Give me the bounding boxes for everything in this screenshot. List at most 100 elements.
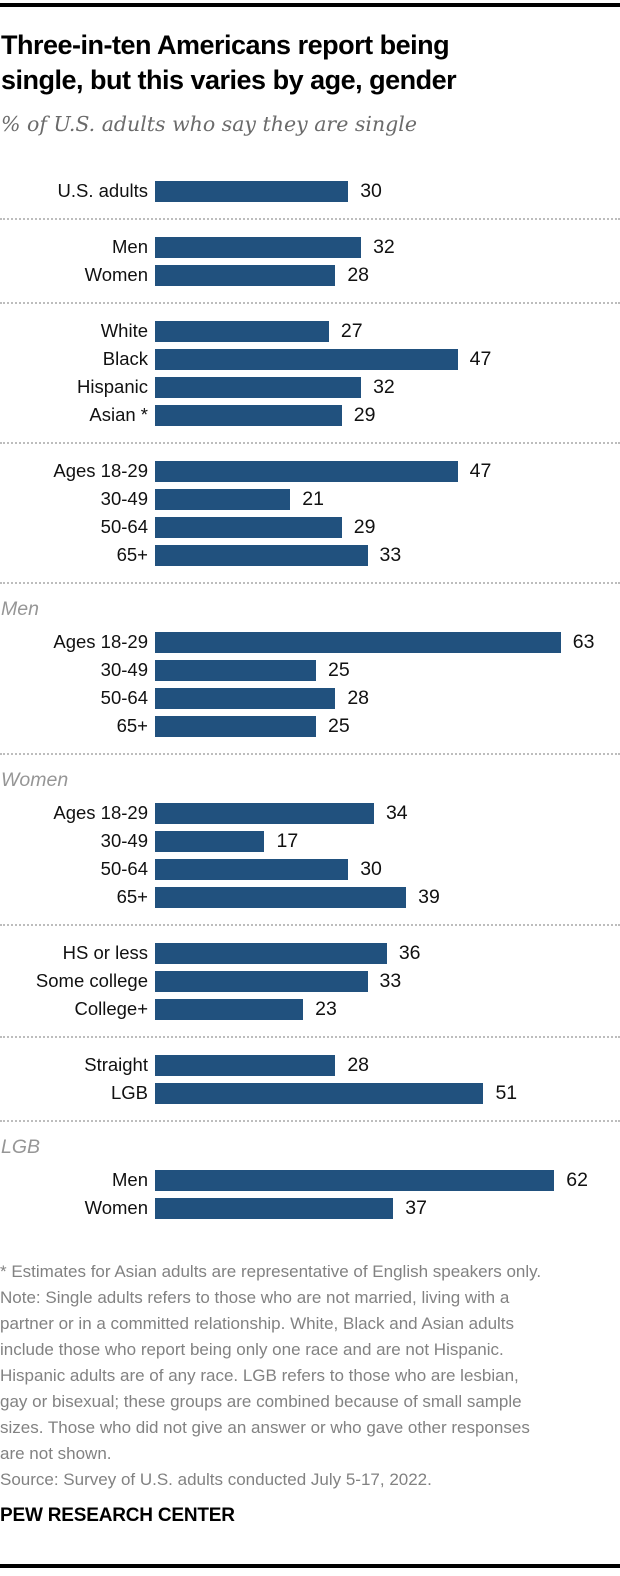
value-label: 51 <box>495 1081 518 1104</box>
bar-group: Ages 18-29 47 30-49 21 50-64 29 65+ 33 <box>0 442 620 582</box>
category-label: U.S. adults <box>57 180 149 202</box>
value-label: 21 <box>302 487 324 510</box>
category-label: Women <box>84 264 148 286</box>
category-label: Ages 18-29 <box>53 460 148 482</box>
bar-group: U.S. adults 30 <box>0 177 620 218</box>
bar <box>155 687 336 709</box>
bar <box>155 858 349 880</box>
value-label: 33 <box>379 969 402 992</box>
bar <box>155 180 349 202</box>
category-label: Men <box>112 236 148 258</box>
value-label: 29 <box>353 515 376 538</box>
value-label: 47 <box>469 459 492 482</box>
bar <box>155 404 342 426</box>
bar-row: 30-49 17 <box>0 827 620 855</box>
group-header: Women <box>1 769 69 792</box>
group-header: LGB <box>1 1136 41 1159</box>
category-label: 50-64 <box>100 687 148 709</box>
bar-row: U.S. adults 30 <box>0 177 620 205</box>
bar-row: 65+ 25 <box>0 712 620 740</box>
bar-row: Ages 18-29 47 <box>0 457 620 485</box>
bar-group: HS or less 36 Some college 33 College+ 23 <box>0 924 620 1036</box>
bar <box>155 1082 484 1104</box>
bar <box>155 830 265 852</box>
bar <box>155 998 304 1020</box>
bar-group: Straight 28 LGB 51 <box>0 1036 620 1120</box>
bar-row: HS or less 36 <box>0 939 620 967</box>
bar-row: Asian * 29 <box>0 401 620 429</box>
source-note: Source: Survey of U.S. adults conducted … <box>0 1470 432 1490</box>
value-label: 39 <box>418 885 440 908</box>
bar-group: Men 32 Women 28 <box>0 218 620 302</box>
bar <box>155 376 362 398</box>
bar-group: Women Ages 18-29 34 30-49 17 50-64 30 65+ 39 <box>0 753 620 924</box>
value-label: 34 <box>385 801 408 824</box>
value-label: 32 <box>373 235 395 258</box>
category-label: Asian * <box>89 404 148 426</box>
value-label: 25 <box>328 658 350 681</box>
bar <box>155 1197 394 1219</box>
category-label: Black <box>102 348 148 370</box>
bar-group: Men Ages 18-29 63 30-49 25 50-64 28 65+ 25 <box>0 582 620 753</box>
value-label: 33 <box>379 543 402 566</box>
chart-subtitle: % of U.S. adults who say they are single <box>1 112 417 137</box>
value-label: 29 <box>353 403 376 426</box>
bar-row: 50-64 29 <box>0 513 620 541</box>
bar <box>155 802 374 824</box>
bar <box>155 320 329 342</box>
chart-footer: * Estimates for Asian adults are represe… <box>0 1259 548 1527</box>
bar <box>155 544 368 566</box>
category-label: College+ <box>74 998 148 1020</box>
bar <box>155 488 291 510</box>
value-label: 25 <box>328 714 350 737</box>
bar-row: Ages 18-29 34 <box>0 799 620 827</box>
branding-pew-research-center: PEW RESEARCH CENTER <box>0 1505 235 1527</box>
bar-row: 65+ 33 <box>0 541 620 569</box>
category-label: 30-49 <box>100 830 148 852</box>
value-label: 32 <box>373 375 395 398</box>
bar <box>155 348 458 370</box>
group-header: Men <box>1 598 39 621</box>
value-label: 36 <box>398 941 421 964</box>
category-label: HS or less <box>62 942 148 964</box>
bar-row: Hispanic 32 <box>0 373 620 401</box>
bar-row: 65+ 39 <box>0 883 620 911</box>
bar-row: Black 47 <box>0 345 620 373</box>
top-divider <box>0 3 620 7</box>
bar <box>155 516 342 538</box>
value-label: 30 <box>360 857 382 880</box>
bar <box>155 970 368 992</box>
bar-row: Women 37 <box>0 1194 620 1222</box>
bar-row: Women 28 <box>0 261 620 289</box>
category-label: White <box>100 320 148 342</box>
value-label: 23 <box>315 997 337 1020</box>
asterisk-note: * Estimates for Asian adults are represe… <box>0 1262 542 1282</box>
value-label: 27 <box>340 319 363 342</box>
bar-row: Ages 18-29 63 <box>0 628 620 656</box>
category-label: 65+ <box>116 886 148 908</box>
category-label: Hispanic <box>77 376 148 398</box>
bar-group: LGB Men 62 Women 37 <box>0 1120 620 1235</box>
chart-title: Three-in-ten Americans report being sing… <box>1 30 457 95</box>
bar-row: 50-64 30 <box>0 855 620 883</box>
category-label: 65+ <box>116 544 148 566</box>
bar <box>155 1169 555 1191</box>
category-label: 30-49 <box>100 659 148 681</box>
bar-row: LGB 51 <box>0 1079 620 1107</box>
bar-row: College+ 23 <box>0 995 620 1023</box>
category-label: Ages 18-29 <box>53 631 148 653</box>
value-label: 63 <box>572 630 595 653</box>
bar <box>155 942 387 964</box>
category-label: 50-64 <box>100 858 148 880</box>
category-label: Some college <box>35 970 148 992</box>
bar-row: Men 32 <box>0 233 620 261</box>
methodology-note: Note: Single adults refers to those who … <box>0 1288 530 1464</box>
bottom-divider <box>0 1564 620 1568</box>
value-label: 28 <box>347 686 370 709</box>
category-label: Straight <box>84 1054 148 1076</box>
bar-row: 30-49 25 <box>0 656 620 684</box>
bar-row: Some college 33 <box>0 967 620 995</box>
value-label: 17 <box>276 829 299 852</box>
bar <box>155 886 407 908</box>
